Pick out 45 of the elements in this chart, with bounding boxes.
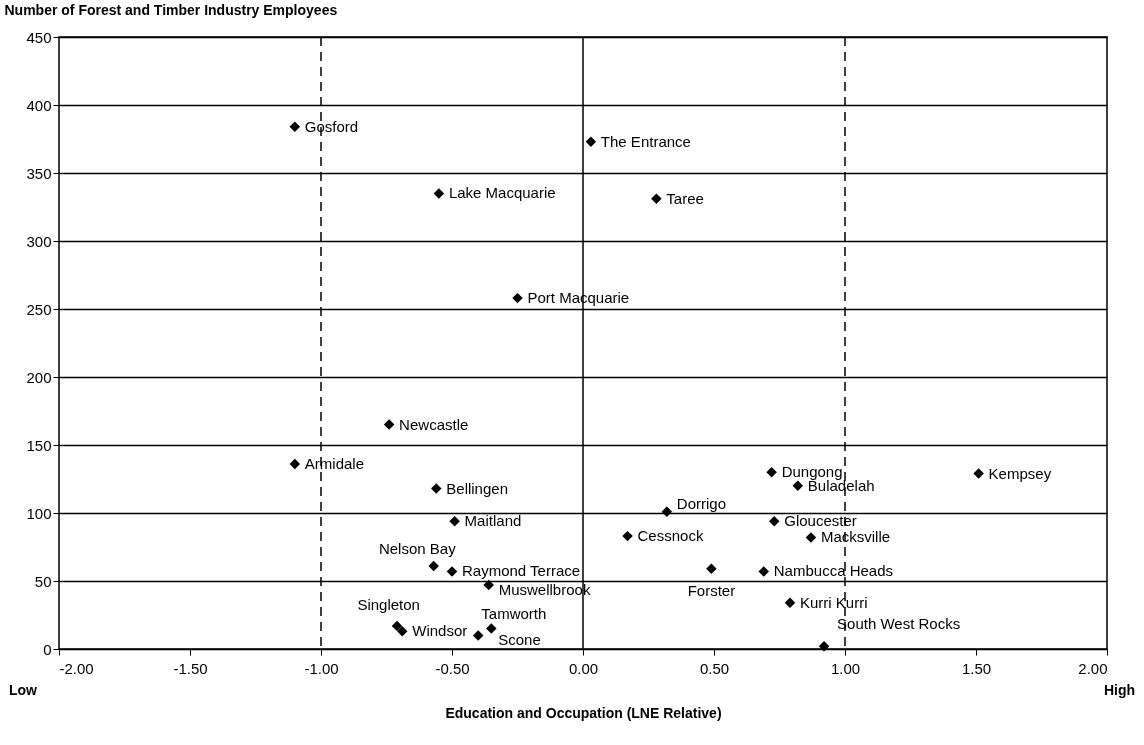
y-tick-label: 250 [26, 300, 52, 318]
x-tick-label: -1.00 [304, 659, 339, 677]
y-tick-label: 100 [26, 504, 52, 522]
annotation: Armidale [304, 455, 364, 473]
annotation: Nambucca Heads [773, 562, 894, 580]
y-tick-label: 200 [26, 368, 52, 386]
annotation: Lake Macquarie [448, 184, 556, 202]
y-tick-label: 50 [34, 572, 52, 590]
y-tick-label: 350 [26, 164, 52, 182]
annotation: Dorrigo [676, 494, 727, 512]
annotation: Kurri Kurri [799, 593, 868, 611]
annotation: Kempsey [988, 464, 1052, 482]
annotation: Forster [687, 581, 736, 599]
y-tick-label: 150 [26, 436, 52, 454]
y-tick-label: 450 [26, 28, 52, 46]
annotation: Windsor [412, 622, 468, 640]
annotation: Nelson Bay [378, 540, 457, 558]
y-tick-label: 0 [43, 640, 52, 658]
annotation: Cessnock [637, 527, 704, 545]
y-axis-title: Number of Forest and Timber Industry Employees [4, 1, 338, 18]
x-tick-label: -0.50 [435, 659, 470, 677]
y-tick-label: 300 [26, 232, 52, 250]
x-tick-label: 0.00 [568, 659, 599, 677]
annotation: South West Rocks [837, 615, 961, 633]
x-tick-label: 2.00 [1078, 659, 1108, 677]
text: Low [9, 682, 38, 698]
x-tick-label: 1.00 [830, 659, 861, 677]
annotation: Macksville [820, 528, 891, 546]
annotation: Scone [498, 631, 541, 649]
x-axis-title: Education and Occupation (LNE Relative) [445, 704, 722, 721]
annotation: Bellingen [446, 479, 508, 497]
annotation: Singleton [357, 595, 420, 613]
annotation: The Entrance [600, 132, 691, 150]
annotation: Maitland [464, 512, 522, 530]
annotation: Newcastle [399, 415, 469, 433]
annotation: Raymond Terrace [462, 562, 581, 580]
text: High [1103, 682, 1135, 698]
annotation: Taree [666, 189, 704, 207]
x-tick-label: 0.50 [699, 659, 730, 677]
x-tick-label: 1.50 [961, 659, 992, 677]
annotation: Gosford [304, 117, 359, 135]
y-tick-label: 400 [26, 96, 52, 114]
x-tick-label: -2.00 [59, 659, 94, 677]
x-tick-label: -1.50 [173, 659, 208, 677]
annotation: Tamworth [481, 604, 547, 622]
